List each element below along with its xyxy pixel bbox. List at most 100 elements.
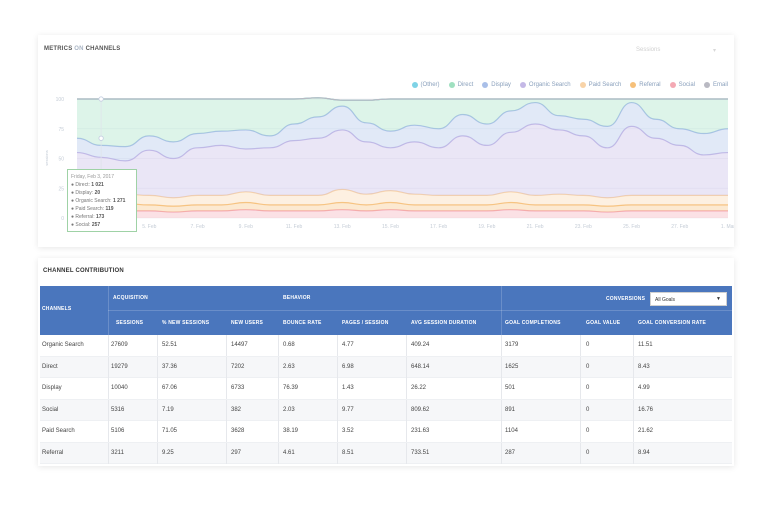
header-bounce-rate[interactable]: BOUNCE RATE [283,320,322,326]
area-series-paid-search[interactable] [77,189,728,207]
y-tick-label: 0 [61,216,64,222]
series-line-email [77,97,728,101]
metric-select[interactable]: Sessions ▾ [632,44,722,58]
header-channels[interactable]: CHANNELS [42,306,72,312]
legend-item[interactable]: Organic Search [519,82,571,88]
column-divider [157,356,158,378]
column-divider [406,442,407,464]
goals-select-value: All Goals [655,297,676,303]
legend-item[interactable]: Referral [630,82,661,88]
column-divider [580,399,581,421]
channel-name-cell: Direct [42,363,58,370]
legend-label: (Other) [420,82,440,88]
area-series-display[interactable] [77,102,728,161]
legend-dot-icon [519,82,526,88]
hover-point [98,135,104,141]
header-new-users[interactable]: NEW USERS [231,320,264,326]
x-tick-label: 15. Feb [382,224,399,230]
legend-dot-icon [669,82,676,88]
table-cell: 8.51 [342,449,354,456]
table-cell: 4.61 [283,449,295,456]
header-sessions[interactable]: SESSIONS [116,320,144,326]
column-divider [580,378,581,399]
tooltip-date: Friday, Feb 3, 2017 [71,174,114,180]
table-cell: 0 [586,363,590,370]
legend-item[interactable]: Display [482,82,511,88]
table-cell: 4.99 [638,385,650,391]
area-series-social[interactable] [77,209,728,218]
table-cell: 6.98 [342,363,354,370]
column-divider [278,378,279,399]
table-row[interactable]: Paid Search 5106 71.05 3628 38.19 3.52 231.63 1… [40,421,732,443]
column-divider [226,399,227,421]
legend-label: Email [712,82,728,88]
column-divider [157,399,158,421]
table-cell: 3.52 [342,428,354,434]
goals-select[interactable]: All Goals ▼ [650,292,727,306]
legend-label: Referral [639,82,661,88]
area-series-organic-search[interactable] [77,123,728,198]
table-cell: 382 [231,406,242,413]
legend-label: Social [678,82,695,88]
title-channels: CHANNELS [85,46,121,52]
tooltip-line: ● Display: 20 [71,189,133,197]
y-tick-label: 100 [56,97,65,103]
legend-item[interactable]: Email [703,82,728,88]
tooltip-label: ● Direct: [71,182,92,188]
table-cell: 3179 [505,342,519,348]
tooltip-value: 1 271 [112,198,126,204]
tooltip-line: ● Paid Search: 119 [71,205,133,213]
column-divider [501,335,502,356]
area-series-direct[interactable] [77,97,728,147]
column-divider [278,356,279,378]
table-cell: 5316 [111,406,125,413]
table-cell: 1104 [505,428,518,434]
header-pages-per-session[interactable]: PAGES / SESSION [342,320,389,326]
table-cell: 26.22 [411,385,427,391]
legend-label: Display [491,82,511,88]
table-cell: 891 [505,406,516,413]
column-divider [278,442,279,464]
column-divider [157,378,158,399]
table-cell: 19279 [111,363,128,370]
table-cell: 0 [586,406,590,413]
channel-contribution-title: CHANNEL CONTRIBUTION [43,268,124,274]
column-divider [633,335,634,356]
table-cell: 8.94 [638,449,650,456]
x-tick-label: 11. Feb [286,224,303,230]
legend-dot-icon [448,82,455,88]
table-row[interactable]: Direct 19279 37.36 7202 2.63 6.98 648.14 1625 0 8… [40,356,732,378]
table-row[interactable]: Display 10040 67.06 6733 76.39 1.43 26.22 501 0 4… [40,378,732,400]
header-goal-conversion-rate[interactable]: GOAL CONVERSION RATE [638,320,706,326]
column-divider [406,378,407,399]
x-tick-label: 23. Feb [575,224,592,230]
column-divider [406,421,407,442]
metric-select-value: Sessions [636,47,661,53]
header-avg-session-duration[interactable]: AVG SESSION DURATION [411,320,477,326]
table-row[interactable]: Social 5316 7.19 382 2.03 9.77 809.62 891 0 16.76 [40,399,732,421]
header-goal-completions[interactable]: GOAL COMPLETIONS [505,320,561,326]
column-divider [108,442,109,464]
header-goal-value[interactable]: GOAL VALUE [586,320,621,326]
column-divider [278,399,279,421]
table-row[interactable]: Referral 3211 9.25 297 4.61 8.51 733.51 287 0 8.9… [40,442,732,464]
legend-item[interactable]: Paid Search [579,82,621,88]
column-divider [580,356,581,378]
legend-item[interactable]: Direct [448,82,473,88]
column-divider [226,356,227,378]
legend-item[interactable]: (Other) [411,82,440,88]
header-divider [108,310,732,311]
table-cell: 1.43 [342,385,354,391]
channel-name-cell: Social [42,406,59,413]
legend-dot-icon [579,82,586,88]
table-cell: 3211 [111,449,124,456]
tooltip-line: ● Referral: 173 [71,213,133,221]
legend-item[interactable]: Social [669,82,695,88]
table-cell: 409.24 [411,342,430,348]
column-divider [157,442,158,464]
header-new-sessions[interactable]: % NEW SESSIONS [162,320,210,326]
column-divider [226,335,227,356]
table-cell: 0 [586,385,590,391]
table-cell: 297 [231,449,242,456]
table-row[interactable]: Organic Search 27609 52.51 14497 0.68 4.77 409… [40,335,732,357]
